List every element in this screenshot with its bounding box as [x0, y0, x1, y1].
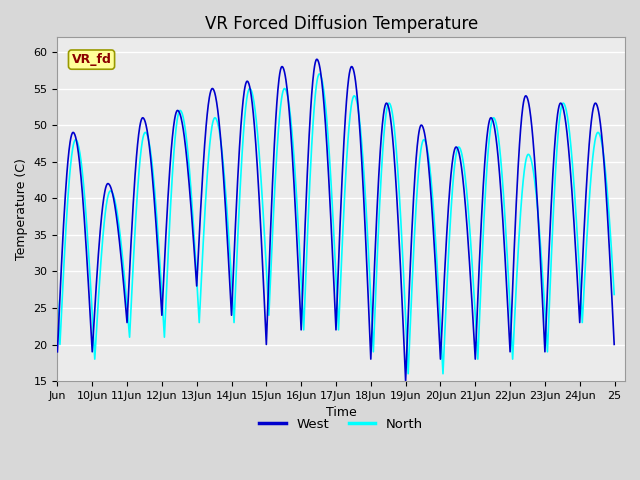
- West: [604, 216, 611, 221]
- West: [141, 117, 148, 123]
- Legend: West, North: West, North: [254, 413, 428, 436]
- North: [611, 292, 618, 298]
- West: [322, 121, 330, 127]
- North: [468, 253, 476, 259]
- Line: West: West: [58, 60, 614, 381]
- North: [311, 100, 319, 106]
- Line: North: North: [58, 74, 614, 374]
- Y-axis label: Temperature (C): Temperature (C): [15, 158, 28, 260]
- West: [54, 349, 61, 355]
- West: [468, 294, 476, 300]
- Title: VR Forced Diffusion Temperature: VR Forced Diffusion Temperature: [205, 15, 478, 33]
- West: [549, 164, 557, 170]
- North: [54, 298, 61, 303]
- North: [322, 102, 330, 108]
- West: [311, 63, 319, 69]
- West: [402, 378, 410, 384]
- West: [313, 57, 321, 62]
- X-axis label: Time: Time: [326, 407, 356, 420]
- Text: VR_fd: VR_fd: [72, 53, 111, 66]
- West: [611, 342, 618, 348]
- North: [316, 71, 323, 77]
- North: [141, 130, 148, 136]
- North: [404, 371, 412, 377]
- North: [549, 212, 557, 218]
- North: [604, 193, 611, 199]
